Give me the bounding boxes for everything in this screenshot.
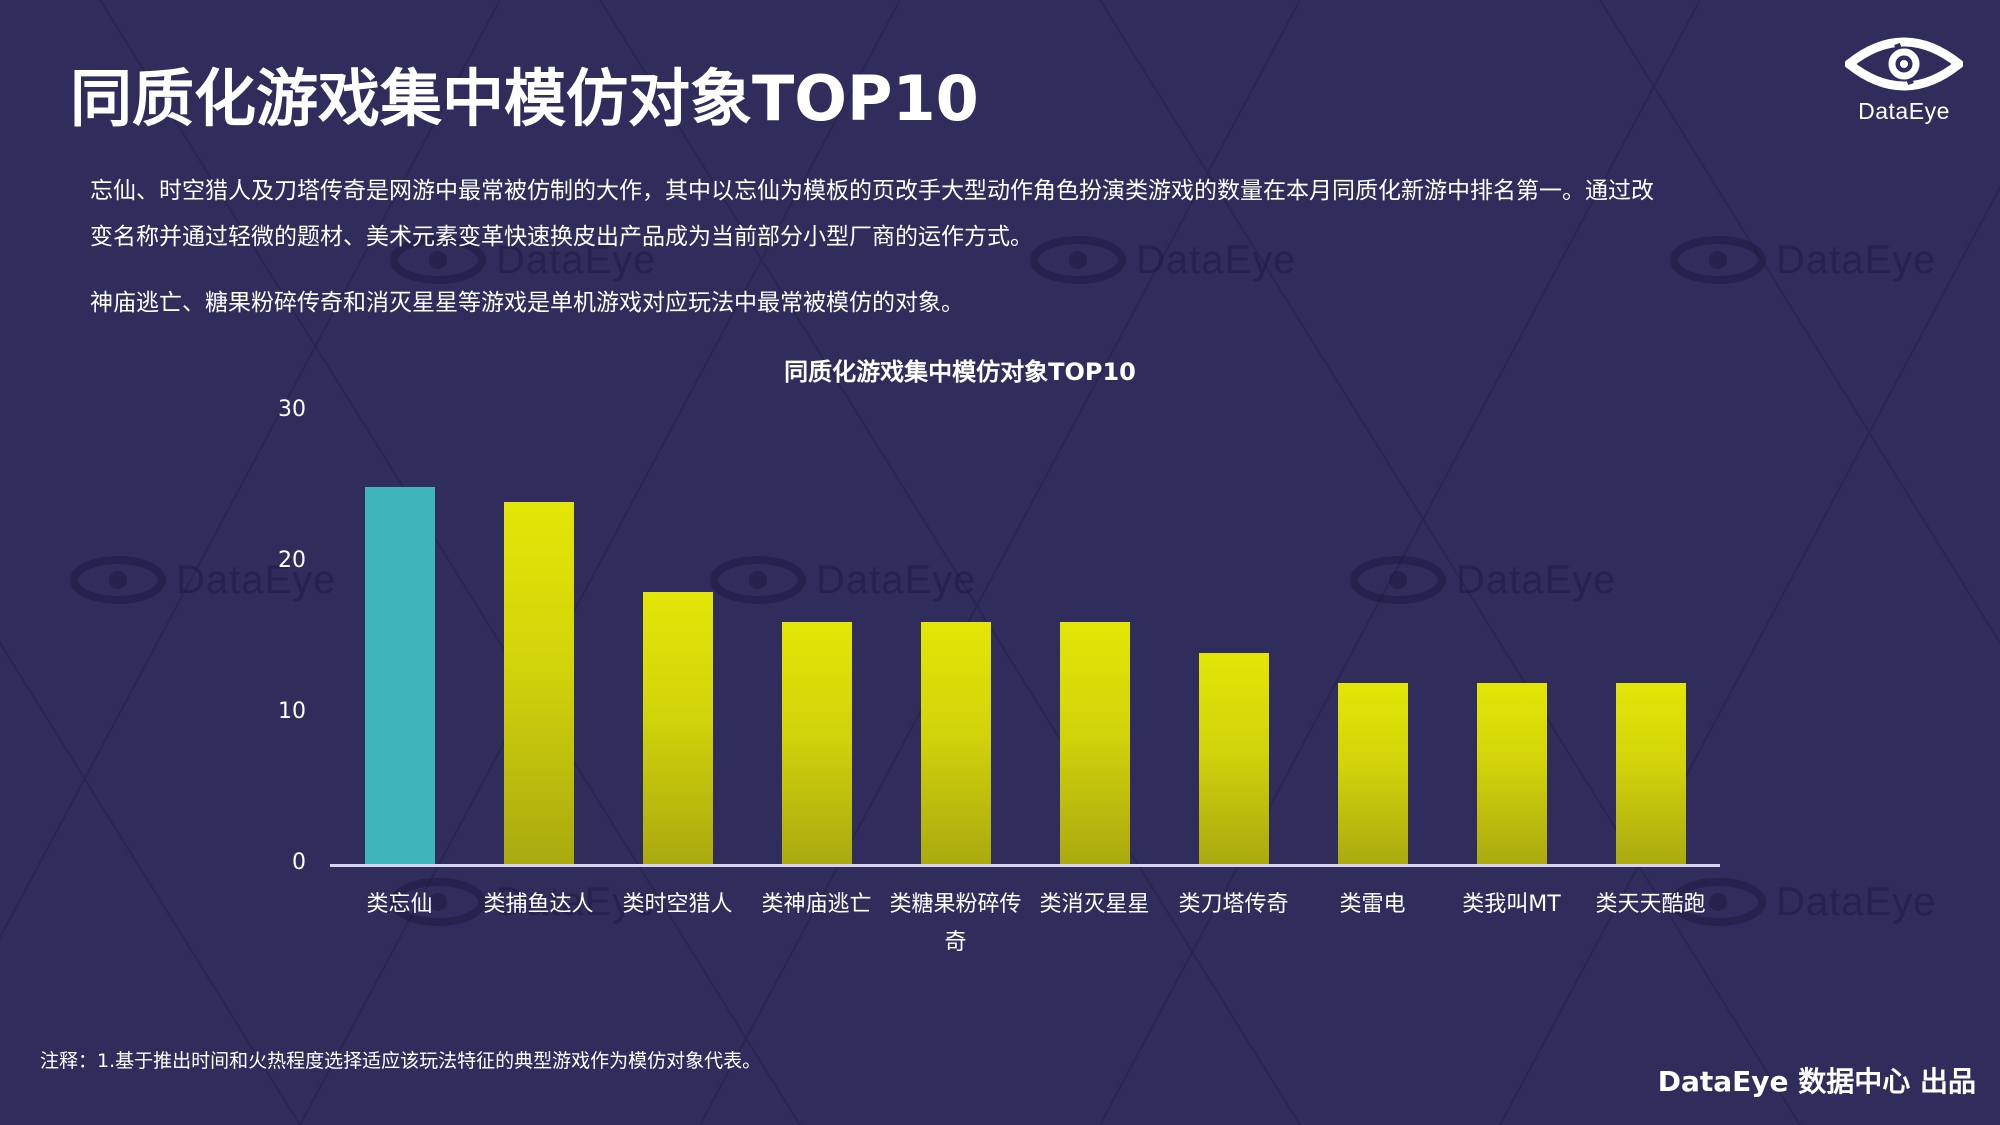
description: 忘仙、时空猎人及刀塔传奇是网游中最常被仿制的大作，其中以忘仙为模板的页改手大型动… [90, 168, 1810, 326]
watermark-text: DataEye [1456, 557, 1617, 602]
x-axis-label: 类天天酷跑 [1595, 892, 1706, 917]
x-axis-label: 类忘仙 [366, 892, 433, 917]
eye-icon [70, 556, 166, 604]
y-tick: 30 [278, 397, 306, 422]
description-line: 忘仙、时空猎人及刀塔传奇是网游中最常被仿制的大作，其中以忘仙为模板的页改手大型动… [90, 178, 1654, 204]
x-axis-label: 类糖果粉碎传奇 [889, 892, 1022, 955]
x-axis-label: 类时空猎人 [622, 892, 733, 917]
x-axis-label: 类雷电 [1339, 892, 1406, 917]
y-tick: 0 [292, 850, 306, 875]
watermark-text: DataEye [816, 557, 977, 602]
watermark-text: DataEye [176, 557, 337, 602]
eye-icon [710, 556, 806, 604]
chart-title: 同质化游戏集中模仿对象TOP10 [784, 358, 1136, 386]
logo-text: DataEye [1858, 98, 1950, 124]
description-line: 变名称并通过轻微的题材、美术元素变革快速换皮出产品成为当前部分小型厂商的运作方式… [90, 224, 1033, 250]
bar [1059, 622, 1130, 864]
bar [503, 501, 574, 864]
bar [1198, 652, 1269, 864]
y-tick: 20 [278, 548, 306, 573]
watermark: DataEye [1350, 556, 1616, 604]
watermark: DataEye [1670, 236, 1936, 284]
x-axis-line [330, 864, 1720, 867]
x-axis-label: 类我叫MT [1462, 892, 1561, 917]
bar [1337, 682, 1408, 864]
footnote: 注释：1.基于推出时间和火热程度选择适应该玩法特征的典型游戏作为模仿对象代表。 [40, 1050, 762, 1072]
x-axis-label: 类神庙逃亡 [761, 892, 872, 917]
watermark-text: DataEye [496, 879, 657, 924]
eye-icon [390, 236, 486, 284]
bar [1476, 682, 1547, 864]
x-axis-label: 类捕鱼达人 [483, 892, 594, 917]
eye-icon [1670, 236, 1766, 284]
watermark-text: DataEye [1776, 237, 1937, 282]
watermark-text: DataEye [1136, 237, 1297, 282]
eye-icon [390, 878, 486, 926]
watermark: DataEye [1030, 236, 1296, 284]
dataeye-logo: DataEye [1842, 34, 1966, 125]
y-tick: 10 [278, 699, 306, 724]
eye-icon [1670, 878, 1766, 926]
bar [781, 622, 852, 864]
description-line: 神庙逃亡、糖果粉碎传奇和消灭星星等游戏是单机游戏对应玩法中最常被模仿的对象。 [90, 290, 964, 316]
watermark: DataEye [710, 556, 976, 604]
x-axis-label: 类刀塔传奇 [1178, 892, 1289, 917]
eye-logo-icon [1845, 37, 1963, 91]
eye-icon [1030, 236, 1126, 284]
bar [642, 592, 713, 864]
watermark-text: DataEye [496, 237, 657, 282]
page-title: 同质化游戏集中模仿对象TOP10 [70, 62, 979, 135]
watermark: DataEye [70, 556, 336, 604]
bar [364, 486, 435, 864]
bar [920, 622, 991, 864]
footer-credit: DataEye 数据中心 出品 [1657, 1065, 1976, 1098]
watermark: DataEye [1670, 878, 1936, 926]
x-axis-label: 类消灭星星 [1039, 892, 1150, 917]
watermark: DataEye [390, 236, 656, 284]
eye-icon [1350, 556, 1446, 604]
watermark: DataEye [390, 878, 656, 926]
watermark-text: DataEye [1776, 879, 1937, 924]
bar [1615, 682, 1686, 864]
